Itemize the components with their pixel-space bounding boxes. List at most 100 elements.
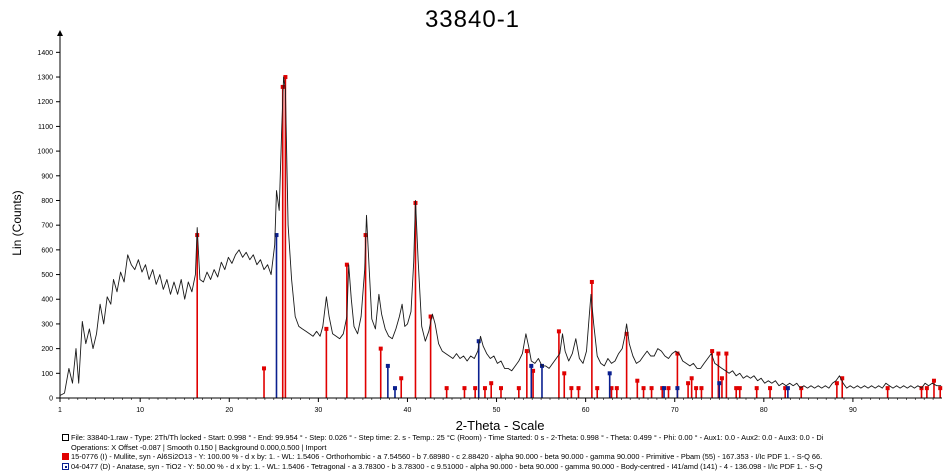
x-tick-label: 1 (58, 407, 62, 414)
reference-peak-marker (283, 75, 288, 80)
reference-peak-marker (516, 386, 521, 391)
chart-title: 33840-1 (424, 6, 521, 33)
reference-peak-marker (799, 386, 804, 391)
reference-peak-marker (719, 376, 724, 381)
reference-peak-marker (675, 386, 680, 391)
y-tick-label: 600 (41, 247, 53, 254)
mullite-swatch-icon (62, 453, 69, 461)
reference-peak-marker (428, 314, 433, 319)
reference-peak-marker (595, 386, 600, 391)
reference-peak-marker (607, 371, 612, 376)
reference-peak-marker (489, 381, 494, 386)
y-tick-label: 800 (41, 198, 53, 205)
reference-peak-marker (662, 386, 667, 391)
y-axis-arrow (57, 30, 63, 36)
reference-peak-marker (737, 386, 742, 391)
x-tick-label: 70 (671, 407, 679, 414)
reference-peak-marker (499, 386, 503, 391)
reference-peak-marker (768, 386, 773, 391)
x-tick-label: 80 (760, 407, 768, 414)
y-tick-label: 400 (41, 297, 53, 304)
reference-peak-marker (280, 84, 285, 89)
reference-peak-marker (675, 351, 680, 356)
reference-peak-marker (614, 386, 619, 391)
reference-peak-marker (783, 386, 788, 391)
legend-line: File: 33840-1.raw - Type: 2Th/Th locked … (62, 433, 942, 443)
reference-pattern-mullite (195, 75, 943, 398)
reference-peak-marker (694, 386, 699, 391)
reference-peak-marker (324, 326, 329, 331)
reference-peak-marker (482, 386, 487, 391)
y-tick-label: 100 (41, 371, 53, 378)
legend-line-text: Operations: X Offset -0.087 | Smooth 0.1… (71, 442, 327, 452)
pattern-legend: File: 33840-1.raw - Type: 2Th/Th locked … (62, 433, 942, 471)
y-tick-label: 1100 (38, 124, 53, 131)
reference-peak-marker (717, 381, 722, 386)
reference-peak-marker (524, 349, 529, 354)
file-icon (62, 434, 69, 442)
x-tick-label: 90 (849, 407, 857, 414)
reference-peak-marker (699, 386, 704, 391)
y-tick-label: 1200 (37, 99, 53, 106)
reference-peak-marker (609, 386, 614, 391)
reference-peak-marker (938, 386, 943, 391)
axes-layer: 0 100 200 300 400 500 600 700 800 900 1000 1100 1200… (37, 30, 942, 414)
reference-peak-marker (473, 386, 478, 391)
x-tick-label: 50 (493, 407, 501, 414)
reference-peak-marker (641, 386, 646, 391)
y-tick-label: 0 (49, 396, 53, 403)
reference-peak-marker (378, 346, 383, 351)
x-tick-label: 20 (225, 407, 233, 414)
reference-peak-marker (529, 363, 534, 368)
reference-peak-marker (686, 381, 691, 386)
reference-peak-marker (734, 386, 739, 391)
reference-peak-marker (589, 279, 594, 284)
reference-peak-marker (392, 386, 397, 391)
x-tick-label: 60 (582, 407, 590, 414)
reference-peak-marker (385, 363, 390, 368)
legend-line-text: File: 33840-1.raw - Type: 2Th/Th locked … (71, 433, 824, 442)
reference-peak-marker (885, 386, 890, 391)
reference-peak-marker (344, 262, 349, 267)
diffractogram-line (59, 76, 942, 396)
y-tick-label: 700 (41, 223, 53, 230)
anatase-swatch-icon (62, 463, 69, 471)
y-tick-label: 200 (41, 346, 53, 353)
series-layer (59, 76, 942, 396)
reference-peak-marker (931, 378, 936, 383)
legend-line: 15-0776 (I) - Mullite, syn - Al6Si2O13 -… (62, 452, 942, 462)
reference-peak-marker (834, 381, 839, 386)
reference-peak-marker (274, 233, 279, 238)
reference-peak-marker (531, 368, 536, 373)
reference-peak-marker (924, 386, 929, 391)
reference-peak-marker (666, 386, 671, 391)
reference-peak-marker (556, 329, 561, 334)
legend-line: Operations: X Offset -0.087 | Smooth 0.1… (62, 443, 942, 453)
reference-peak-marker (649, 386, 654, 391)
reference-peak-marker (724, 351, 729, 356)
x-tick-label: 30 (314, 407, 322, 414)
legend-line-text: 04-0477 (D) - Anatase, syn - TiO2 - Y: 5… (71, 461, 823, 471)
reference-peaks-layer (195, 75, 943, 398)
y-tick-label: 300 (41, 321, 53, 328)
reference-peak-marker (710, 349, 715, 354)
reference-peak-marker (840, 376, 845, 381)
reference-peak-marker (716, 351, 721, 356)
reference-pattern-anatase (274, 233, 790, 398)
reference-peak-marker (689, 376, 694, 381)
y-axis-label: Lin (Counts) (10, 190, 24, 255)
reference-peak-marker (562, 371, 567, 376)
reference-peak-marker (262, 366, 267, 371)
y-tick-label: 900 (41, 173, 53, 180)
reference-peak-marker (569, 386, 574, 391)
x-axis-label: 2-Theta - Scale (456, 418, 545, 433)
legend-line-text: 15-0776 (I) - Mullite, syn - Al6Si2O13 -… (71, 452, 823, 462)
reference-peak-marker (462, 386, 467, 391)
reference-peak-marker (635, 378, 640, 383)
reference-peak-marker (476, 339, 481, 344)
reference-peak-marker (754, 386, 759, 391)
y-tick-label: 500 (41, 272, 53, 279)
reference-peak-marker (399, 376, 404, 381)
